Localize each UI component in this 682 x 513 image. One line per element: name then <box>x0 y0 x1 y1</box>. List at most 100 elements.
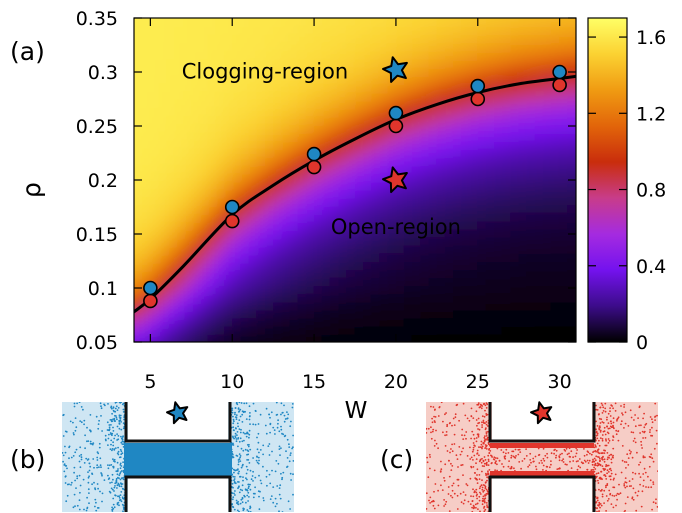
particle <box>85 509 88 512</box>
heatmap-cell <box>314 99 324 109</box>
particle <box>643 467 646 470</box>
heatmap-cell <box>453 293 463 303</box>
heatmap-cell <box>232 301 242 311</box>
data-point <box>552 77 567 93</box>
heatmap-cell <box>314 350 323 359</box>
heatmap-cell <box>249 2 258 11</box>
particle <box>625 461 628 463</box>
heatmap-cell <box>240 196 250 206</box>
heatmap-cell <box>404 204 414 214</box>
heatmap-cell <box>248 82 258 92</box>
particle <box>107 474 109 477</box>
particle <box>268 454 271 456</box>
particle <box>110 487 113 490</box>
heatmap-cell <box>469 196 479 206</box>
particle <box>645 486 647 488</box>
heatmap-cell <box>486 220 496 230</box>
heatmap-cell <box>363 261 373 271</box>
heatmap-cell <box>330 2 339 11</box>
particle <box>600 418 603 421</box>
heatmap-cell <box>560 342 569 351</box>
heatmap-cell <box>412 317 422 327</box>
heatmap-cell <box>346 261 356 271</box>
heatmap-cell <box>380 342 389 351</box>
heatmap-cell <box>559 269 569 279</box>
heatmap-cell <box>347 2 356 11</box>
heatmap-cell <box>387 90 397 100</box>
particle <box>513 467 515 470</box>
heatmap-cell <box>207 50 217 60</box>
heatmap-cell <box>273 26 283 36</box>
particle <box>648 465 651 468</box>
particle <box>437 504 440 507</box>
heatmap-cell <box>420 99 430 109</box>
heatmap-cell <box>158 196 168 206</box>
data-point <box>224 213 240 229</box>
particle <box>609 478 612 481</box>
heatmap-cell <box>453 236 463 246</box>
particle <box>486 504 488 506</box>
heatmap-cell <box>322 18 332 28</box>
heatmap-cell <box>248 147 258 157</box>
heatmap-cell <box>134 252 144 262</box>
heatmap-cell <box>330 155 340 165</box>
heatmap-cell <box>232 90 242 100</box>
particle <box>121 403 124 406</box>
particle <box>108 429 111 432</box>
heatmap-cell <box>371 26 381 36</box>
heatmap-cell <box>404 277 414 287</box>
heatmap-cell <box>224 18 234 28</box>
heatmap-cell <box>371 301 381 311</box>
heatmap-cell <box>445 18 455 28</box>
heatmap-cell <box>567 50 576 60</box>
heatmap-cell <box>305 50 316 60</box>
heatmap-cell <box>526 123 537 133</box>
heatmap-cell <box>150 333 160 342</box>
heatmap-cell <box>420 252 430 262</box>
heatmap-cell <box>322 107 332 117</box>
particle <box>256 448 259 451</box>
heatmap-cell <box>420 244 430 254</box>
heatmap-cell <box>428 74 438 84</box>
particle <box>118 495 120 498</box>
particle <box>481 500 484 502</box>
heatmap-cell <box>518 26 528 36</box>
heatmap-cell <box>543 180 553 190</box>
particle <box>252 470 255 473</box>
heatmap-cell <box>183 293 193 303</box>
particle <box>121 452 124 455</box>
particle <box>469 446 471 449</box>
heatmap-cell <box>158 139 168 149</box>
heatmap-cell <box>453 50 463 60</box>
heatmap-cell <box>436 163 447 173</box>
heatmap-cell <box>355 34 365 44</box>
heatmap-cell <box>330 34 340 44</box>
heatmap-cell <box>142 131 152 141</box>
heatmap-cell <box>543 50 553 60</box>
heatmap-cell <box>576 310 585 319</box>
heatmap-cell <box>330 171 340 181</box>
heatmap-cell <box>207 285 217 295</box>
particle <box>259 449 262 451</box>
heatmap-cell <box>502 333 512 342</box>
particle <box>96 507 99 509</box>
particle <box>109 448 112 451</box>
heatmap-cell <box>191 2 200 11</box>
particle <box>535 465 537 468</box>
heatmap-cell <box>543 155 553 165</box>
particle <box>246 509 249 511</box>
heatmap-cell <box>428 252 438 262</box>
particle <box>486 490 489 492</box>
heatmap-cell <box>232 66 242 76</box>
heatmap-cell <box>576 245 585 254</box>
heatmap-cell <box>322 139 332 149</box>
heatmap-cell <box>404 309 414 319</box>
particle <box>550 460 552 462</box>
heatmap-cell <box>281 196 291 206</box>
heatmap-cell <box>346 90 356 100</box>
heatmap-cell <box>469 261 479 271</box>
heatmap-cell <box>576 261 585 270</box>
particle <box>566 453 569 456</box>
heatmap-cell <box>134 220 144 230</box>
heatmap-cell <box>445 34 455 44</box>
